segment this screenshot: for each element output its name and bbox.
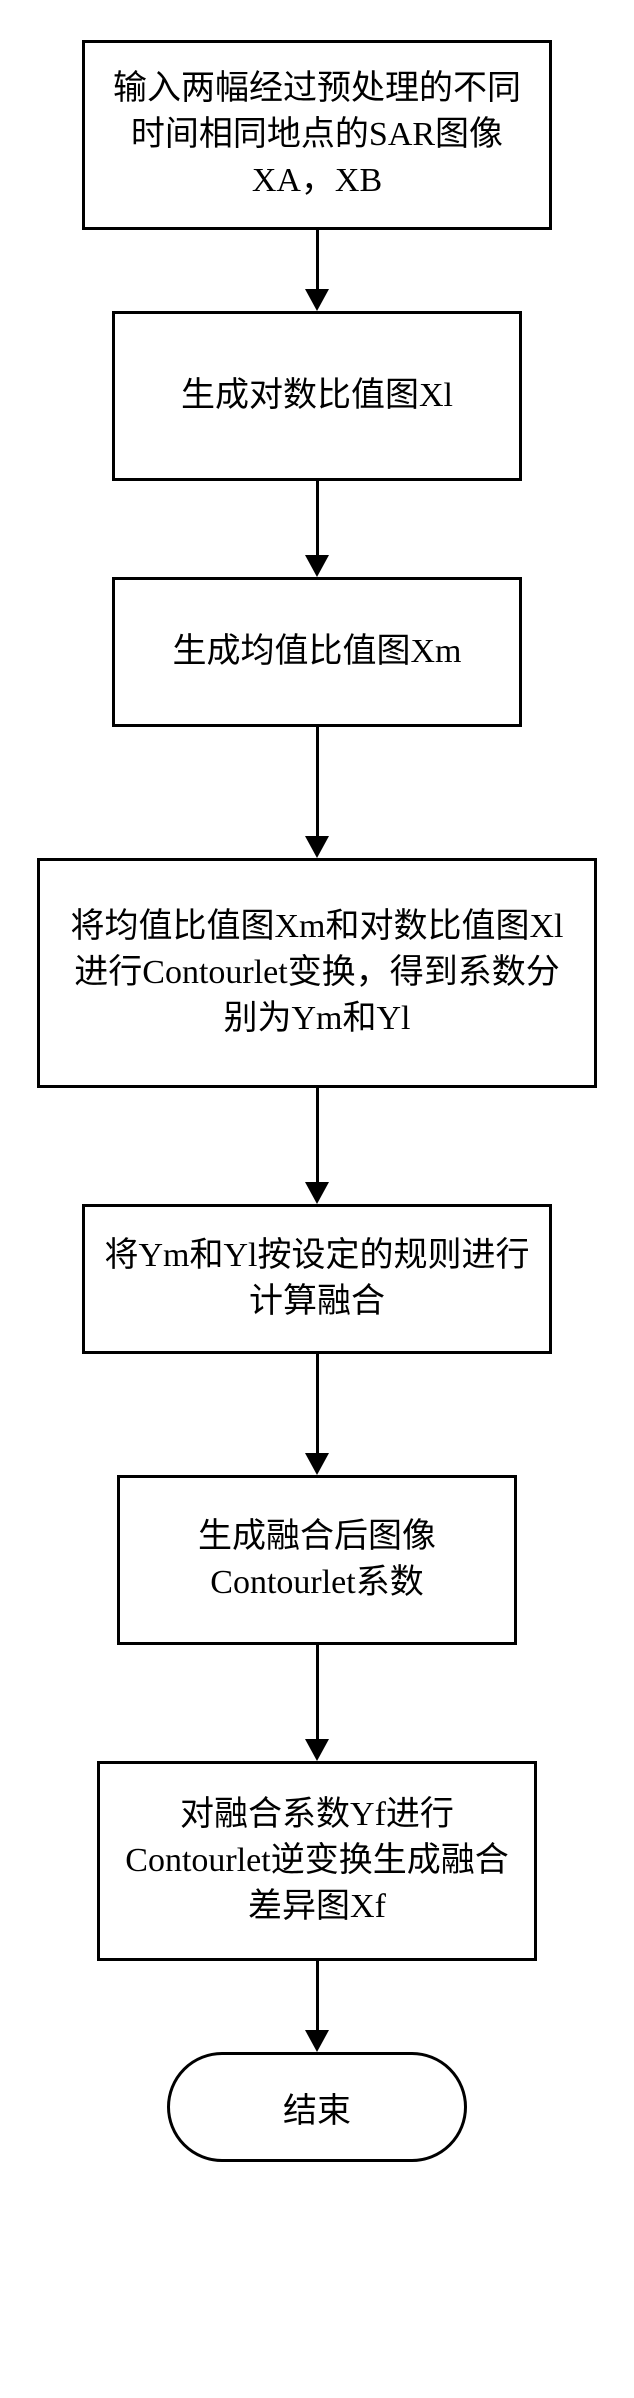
arrow-6-head <box>305 1739 329 1761</box>
arrow-6-line <box>316 1645 319 1740</box>
arrow-1-head <box>305 289 329 311</box>
arrow-2 <box>305 481 329 577</box>
process-step-6-text: 生成融合后图像Contourlet系数 <box>138 1514 496 1606</box>
process-step-3-text: 生成均值比值图Xm <box>173 629 462 675</box>
process-step-7: 对融合系数Yf进行Contourlet逆变换生成融合差异图Xf <box>97 1761 537 1961</box>
terminator-end-text: 结束 <box>283 2083 351 2132</box>
arrow-5-line <box>316 1354 319 1454</box>
process-step-3: 生成均值比值图Xm <box>112 577 522 727</box>
arrow-2-line <box>316 481 319 556</box>
arrow-1 <box>305 230 329 311</box>
process-step-1: 输入两幅经过预处理的不同时间相同地点的SAR图像XA，XB <box>82 40 552 230</box>
arrow-4 <box>305 1088 329 1204</box>
arrow-7-head <box>305 2030 329 2052</box>
arrow-7-line <box>316 1961 319 2031</box>
arrow-7 <box>305 1961 329 2052</box>
arrow-3 <box>305 727 329 858</box>
arrow-3-line <box>316 727 319 837</box>
flowchart-container: 输入两幅经过预处理的不同时间相同地点的SAR图像XA，XB 生成对数比值图Xl … <box>37 40 597 2162</box>
arrow-5-head <box>305 1453 329 1475</box>
arrow-4-head <box>305 1182 329 1204</box>
process-step-6: 生成融合后图像Contourlet系数 <box>117 1475 517 1645</box>
process-step-5: 将Ym和Yl按设定的规则进行计算融合 <box>82 1204 552 1354</box>
arrow-5 <box>305 1354 329 1475</box>
arrow-2-head <box>305 555 329 577</box>
process-step-2: 生成对数比值图Xl <box>112 311 522 481</box>
process-step-4-text: 将均值比值图Xm和对数比值图Xl进行Contourlet变换，得到系数分别为Ym… <box>58 904 576 1042</box>
arrow-3-head <box>305 836 329 858</box>
process-step-1-text: 输入两幅经过预处理的不同时间相同地点的SAR图像XA，XB <box>103 66 531 204</box>
process-step-2-text: 生成对数比值图Xl <box>181 373 453 419</box>
process-step-5-text: 将Ym和Yl按设定的规则进行计算融合 <box>103 1233 531 1325</box>
process-step-4: 将均值比值图Xm和对数比值图Xl进行Contourlet变换，得到系数分别为Ym… <box>37 858 597 1088</box>
arrow-4-line <box>316 1088 319 1183</box>
terminator-end: 结束 <box>167 2052 467 2162</box>
arrow-1-line <box>316 230 319 290</box>
arrow-6 <box>305 1645 329 1761</box>
process-step-7-text: 对融合系数Yf进行Contourlet逆变换生成融合差异图Xf <box>118 1792 516 1930</box>
